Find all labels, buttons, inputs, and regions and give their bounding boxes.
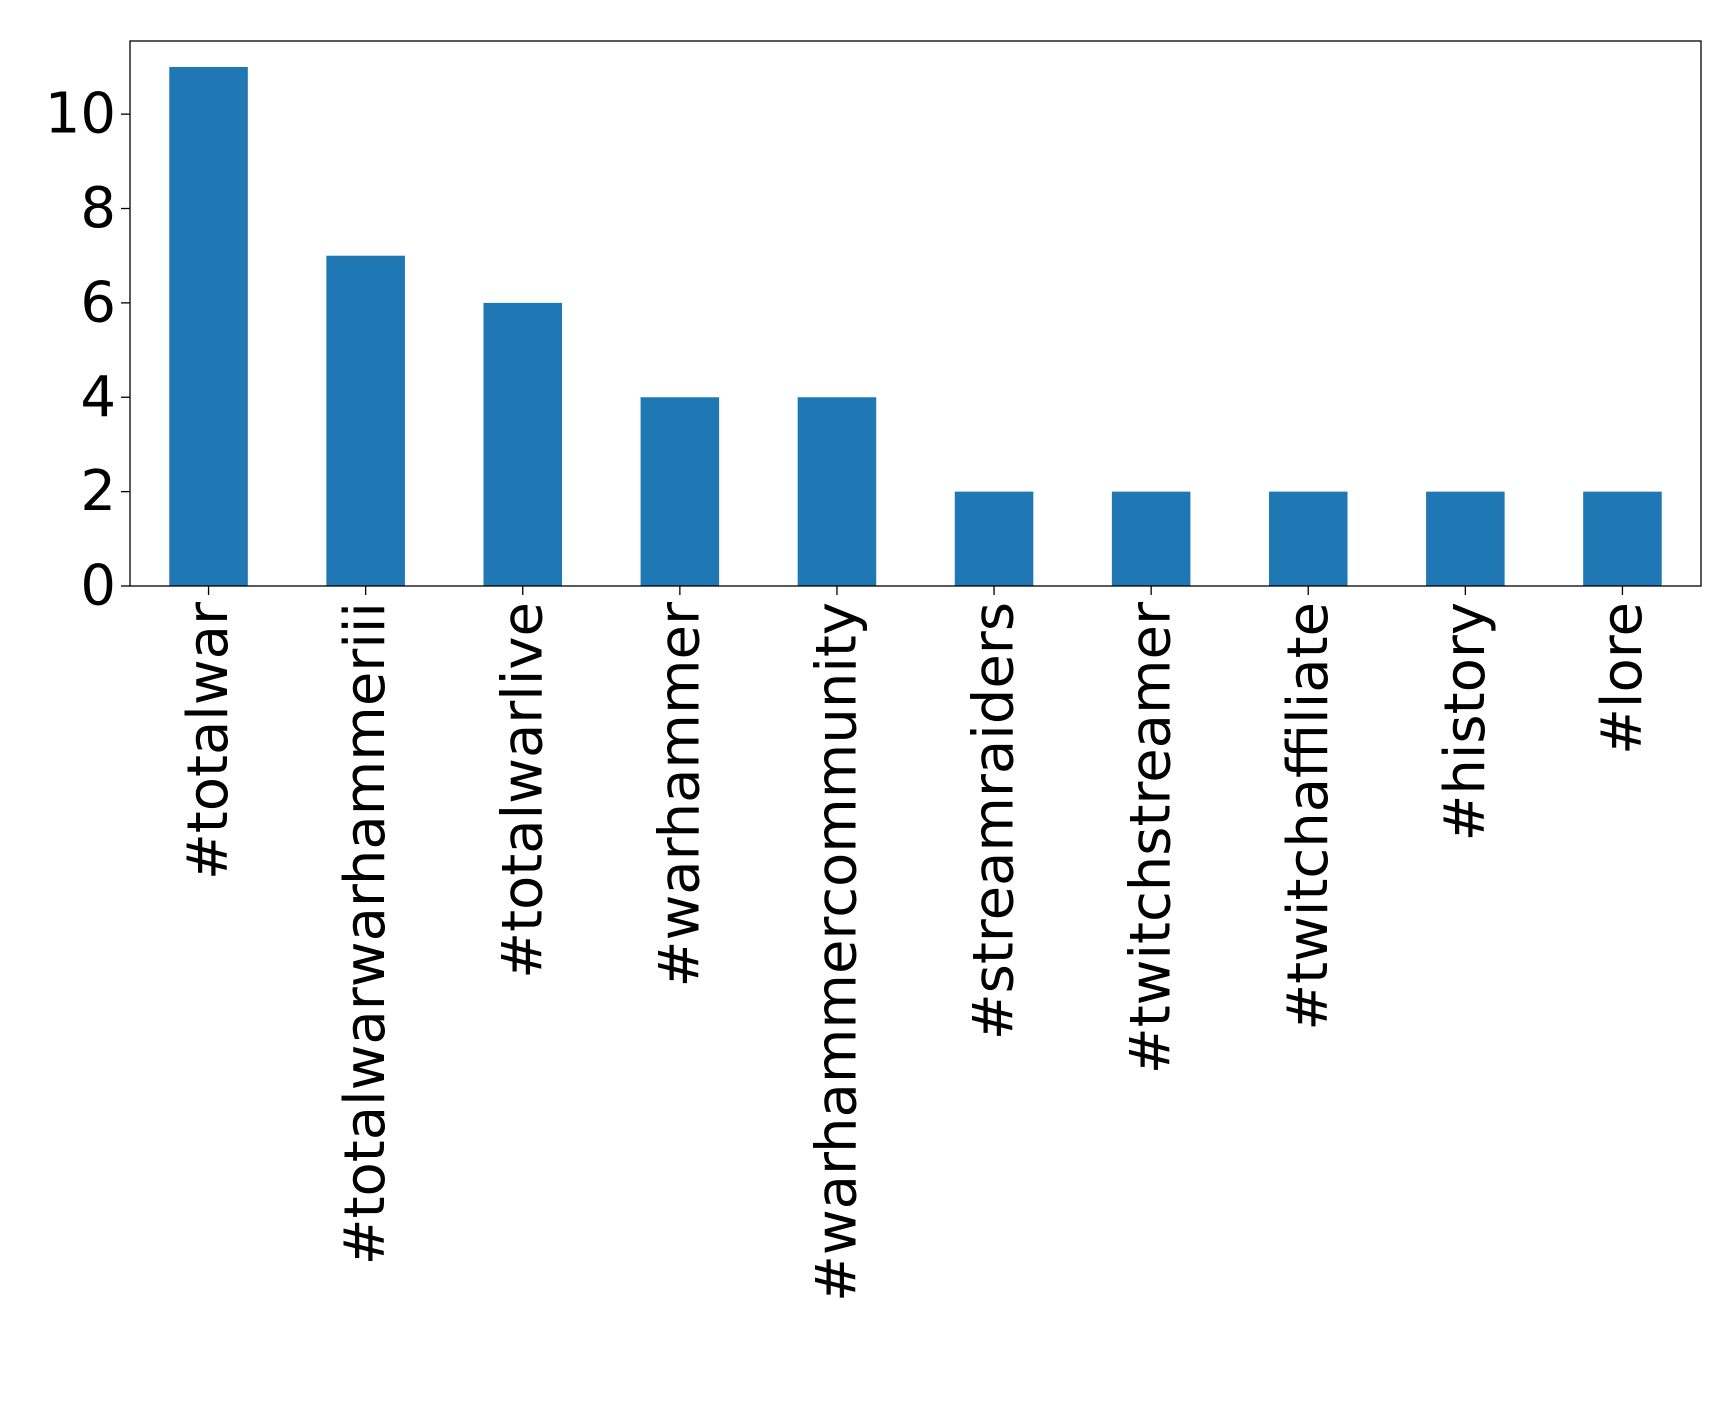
x-tick-label: #history <box>1433 602 1498 842</box>
y-axis: 0 2 4 6 8 10 <box>45 82 130 619</box>
x-tick-label: #twitchaffiliate <box>1276 602 1341 1031</box>
y-tick-label: 8 <box>80 176 116 241</box>
x-tick-label: #lore <box>1590 602 1655 755</box>
y-tick-label: 10 <box>45 82 116 147</box>
bar-twitchstreamer <box>1111 491 1191 586</box>
y-tick-label: 4 <box>80 365 116 430</box>
y-tick-label: 6 <box>80 270 116 335</box>
bar-totalwarwarhammeriii <box>326 255 405 587</box>
bar-history <box>1426 491 1505 586</box>
x-tick-label: #totalwar <box>176 601 241 880</box>
plot-area-frame <box>129 40 1702 587</box>
x-tick-label: #streamraiders <box>962 602 1027 1040</box>
x-tick-label: #warhammer <box>647 601 712 987</box>
y-tick-label: 0 <box>80 554 116 619</box>
x-tick-label: #totalwarwarhammeriii <box>333 602 398 1265</box>
y-tick-label: 2 <box>80 459 116 524</box>
bar-warhammercommunity <box>797 397 877 586</box>
bar-totalwarlive <box>483 302 563 586</box>
x-axis: #totalwar #totalwarwarhammeriii #totalwarl… <box>176 586 1655 1302</box>
x-tick-label: #totalwarlive <box>490 602 555 979</box>
x-tick-label: #warhammercommunity <box>804 602 869 1302</box>
bar-warhammer <box>640 397 720 586</box>
bar-streamraiders <box>954 491 1034 586</box>
bar-totalwar <box>169 66 248 586</box>
x-tick-label: #twitchstreamer <box>1119 601 1184 1074</box>
bar-lore <box>1583 491 1662 586</box>
bars-group <box>169 66 1662 587</box>
bar-twitchaffiliate <box>1268 491 1348 586</box>
